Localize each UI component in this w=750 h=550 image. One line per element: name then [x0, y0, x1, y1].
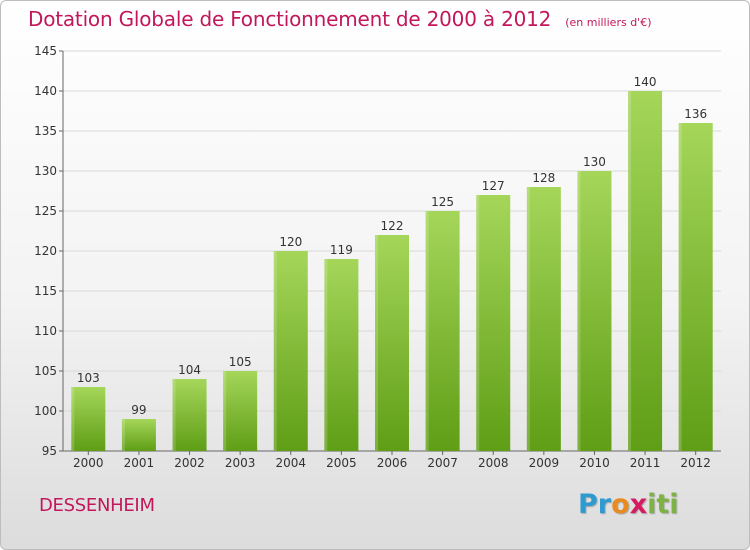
chart-unit: (en milliers d'€)	[565, 16, 652, 29]
y-tick-label: 140	[34, 84, 57, 98]
title-row: Dotation Globale de Fonctionnement de 20…	[28, 7, 651, 31]
x-tick-label: 2008	[478, 456, 509, 470]
commune-name: DESSENHEIM	[39, 495, 155, 516]
bar-highlight	[577, 171, 581, 451]
x-tick-label: 2001	[124, 456, 155, 470]
logo-letter: P	[578, 489, 598, 520]
labels: 95 100 105 110 115 120 125 130 135 140 145 103 2000 9…	[34, 44, 711, 470]
y-tick-label: 130	[34, 164, 57, 178]
logo-letter: t	[656, 489, 670, 520]
bar	[476, 195, 511, 451]
x-tick-label: 2005	[326, 456, 357, 470]
bar-highlight	[628, 91, 632, 451]
bar-highlight	[678, 123, 682, 451]
data-label: 120	[279, 235, 302, 249]
bar	[324, 259, 359, 451]
y-tick-label: 125	[34, 204, 57, 218]
y-tick-label: 135	[34, 124, 57, 138]
data-label: 104	[178, 363, 201, 377]
data-label: 136	[684, 107, 707, 121]
logo-letter: i	[647, 489, 657, 520]
bar	[628, 91, 663, 451]
x-tick-label: 2007	[427, 456, 458, 470]
logo-letter: r	[597, 489, 612, 520]
data-label: 103	[77, 371, 100, 385]
chart-title: Dotation Globale de Fonctionnement de 20…	[28, 7, 552, 31]
bar	[273, 251, 308, 451]
y-tick-label: 100	[34, 404, 57, 418]
x-tick-label: 2000	[73, 456, 104, 470]
x-tick-label: 2004	[275, 456, 306, 470]
y-tick-label: 115	[34, 284, 57, 298]
bar	[121, 419, 156, 451]
x-tick-label: 2002	[174, 456, 205, 470]
y-tick-label: 110	[34, 324, 57, 338]
data-label: 128	[532, 171, 555, 185]
bar-highlight	[476, 195, 480, 451]
bar-highlight	[172, 379, 176, 451]
x-tick-label: 2012	[680, 456, 711, 470]
x-tick-label: 2006	[377, 456, 408, 470]
bar	[526, 187, 561, 451]
x-tick-label: 2009	[529, 456, 560, 470]
data-label: 99	[131, 403, 146, 417]
data-label: 119	[330, 243, 353, 257]
y-tick-label: 95	[42, 444, 57, 458]
data-label: 125	[431, 195, 454, 209]
logo-letter: x	[629, 489, 648, 520]
y-tick-label: 105	[34, 364, 57, 378]
data-label: 127	[482, 179, 505, 193]
data-label: 140	[634, 75, 657, 89]
bar-highlight	[121, 419, 125, 451]
bar	[223, 371, 258, 451]
x-tick-label: 2010	[579, 456, 610, 470]
y-tick-label: 145	[34, 44, 57, 58]
logo-letter: i	[669, 489, 679, 520]
data-label: 130	[583, 155, 606, 169]
data-label: 122	[381, 219, 404, 233]
data-label: 105	[229, 355, 252, 369]
bar-highlight	[375, 235, 378, 451]
bar	[172, 379, 207, 451]
bar-highlight	[223, 371, 227, 451]
bar	[678, 123, 713, 451]
logo-letter: o	[611, 489, 630, 520]
bar-highlight	[324, 259, 328, 451]
bar	[71, 387, 106, 451]
x-tick-label: 2011	[630, 456, 661, 470]
bar	[425, 211, 460, 451]
bars	[71, 91, 713, 451]
x-tick-label: 2003	[225, 456, 256, 470]
bar-highlight	[526, 187, 530, 451]
bar-highlight	[425, 211, 429, 451]
bar	[375, 235, 409, 451]
bar	[577, 171, 612, 451]
proxiti-logo[interactable]: Proxiti	[578, 489, 679, 520]
bar-highlight	[71, 387, 75, 451]
bar-highlight	[273, 251, 277, 451]
y-tick-label: 120	[34, 244, 57, 258]
